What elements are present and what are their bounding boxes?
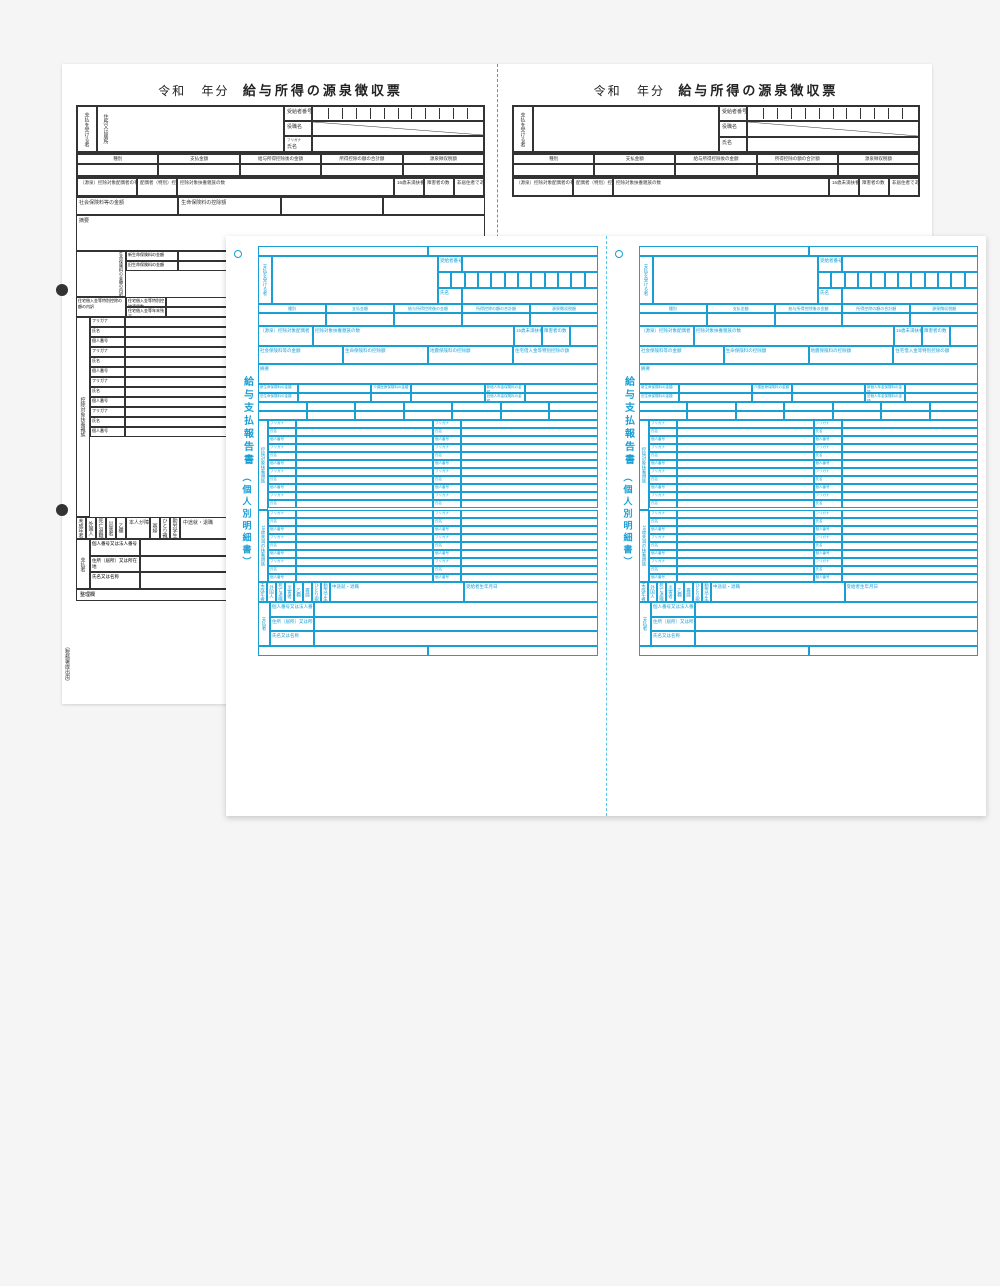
- title-main: 給与支払報告書: [242, 376, 253, 467]
- front-form-left: 給与支払報告書 （個人別明細書） 支払を受ける者 受給者番号 氏名 種別: [226, 236, 606, 816]
- dependents-block: 控除対象扶養親族 フリガナ 氏名 個人番号 フリガナ 氏名 個人番号 フリガナ …: [258, 420, 598, 510]
- deductions-row: （源泉）控除対象配偶者の有無等 配偶者（特別）控除の額 控除対象扶養親族の数 1…: [76, 177, 485, 197]
- form-title: 令和 年分 給与所得の源泉徴収票: [76, 80, 485, 99]
- housing-grid: [258, 402, 598, 420]
- recv-num-label: 受給者番号: [284, 106, 312, 121]
- copy-label: （税務署提出用）: [64, 644, 71, 684]
- type-hdr: 種別: [77, 154, 158, 164]
- checkboxes-row: 未成年者 外国人 死亡退職 災害者 乙欄 寡婦 ひとり親 勤労学生 中途就・退職…: [258, 582, 598, 602]
- year-label: 年分: [201, 84, 229, 98]
- front-form-right: 給与支払報告書 （個人別明細書） 支払を受ける者 受給者番号 氏名 種別: [606, 236, 986, 816]
- title-sub: （個人別明細書）: [242, 473, 252, 569]
- punch-hole-icon: [615, 250, 623, 258]
- spouse-label: （源泉）控除対象配偶者の有無等: [77, 178, 137, 196]
- recipient-label: 支払を受ける者: [77, 106, 97, 152]
- dedtot-hdr: 所得控除の額の合計額: [321, 154, 402, 164]
- amounts-row: 種別 支払金額 給与所得控除後の金額 所得控除の額の合計額 源泉徴収税額: [76, 153, 485, 177]
- addr-label: 住所又は居所: [100, 108, 112, 150]
- name-labels: フリガナ 氏名: [284, 136, 312, 152]
- deductions-row: （源泉）控除対象配偶者 控除対象扶養親族の数 16歳未満扶養親族の数 障害者の数: [258, 326, 598, 346]
- dep-block-label: 控除対象扶養親族: [76, 317, 90, 517]
- payer-block: 支払者 個人番号又は法人番号 住所（居所）又は所在地 氏名又は名称: [258, 602, 598, 646]
- u16-dependents-block: 16歳未満の扶養親族 フリガナ 氏名 個人番号 フリガナ 氏名 個人番号 フリガ…: [258, 510, 598, 582]
- punch-hole-icon: [234, 250, 242, 258]
- life-ins-grid: 新生命保険料の金額 介護医療保険料の金額 新個人年金保険料の金額 旧生命保険料の…: [258, 384, 598, 402]
- dept-label: 役職名: [284, 121, 312, 136]
- life-ins: 生命保険料の控除額: [178, 197, 280, 215]
- payer-label: 支払者: [76, 539, 90, 589]
- recipient-header: 支払を受ける者 受給者番号 役職名 氏名: [512, 105, 920, 153]
- title-text: 給与所得の源泉徴収票: [243, 83, 403, 98]
- social-ins: 社会保険料等の金額: [76, 197, 178, 215]
- recipient-header: 支払を受ける者 住所又は居所 受給者番号 役職名 フリガナ: [76, 105, 485, 153]
- form-title-vertical: 給与支払報告書 （個人別明細書）: [236, 246, 258, 810]
- address-field: 住所又は居所: [97, 106, 284, 152]
- recv-num-cells: [312, 106, 484, 121]
- insurance-row: 社会保険料等の金額 生命保険料の控除額: [76, 197, 485, 215]
- dedinc-hdr: 給与所得控除後の金額: [240, 154, 321, 164]
- pay-hdr: 支払金額: [158, 154, 239, 164]
- name-field: [312, 136, 484, 152]
- form-title: 令和 年分 給与所得の源泉徴収票: [512, 80, 920, 99]
- tax-hdr: 源泉徴収税額: [403, 154, 484, 164]
- recipient-header: 支払を受ける者 受給者番号 氏名: [258, 256, 598, 304]
- summary-box: 摘要: [258, 364, 598, 384]
- dept-field: [312, 121, 484, 136]
- front-sheet: 給与支払報告書 （個人別明細書） 支払を受ける者 受給者番号 氏名 種別: [226, 236, 986, 816]
- insurance-row: 社会保険料等の金額 生命保険料の控除額 地震保険料の控除額 住宅借入金等特別控除…: [258, 346, 598, 364]
- era-label: 令和: [158, 84, 186, 98]
- amounts-row: 種別 支払金額 給与所得控除後の金額 所得控除の額の合計額 源泉徴収税額: [258, 304, 598, 326]
